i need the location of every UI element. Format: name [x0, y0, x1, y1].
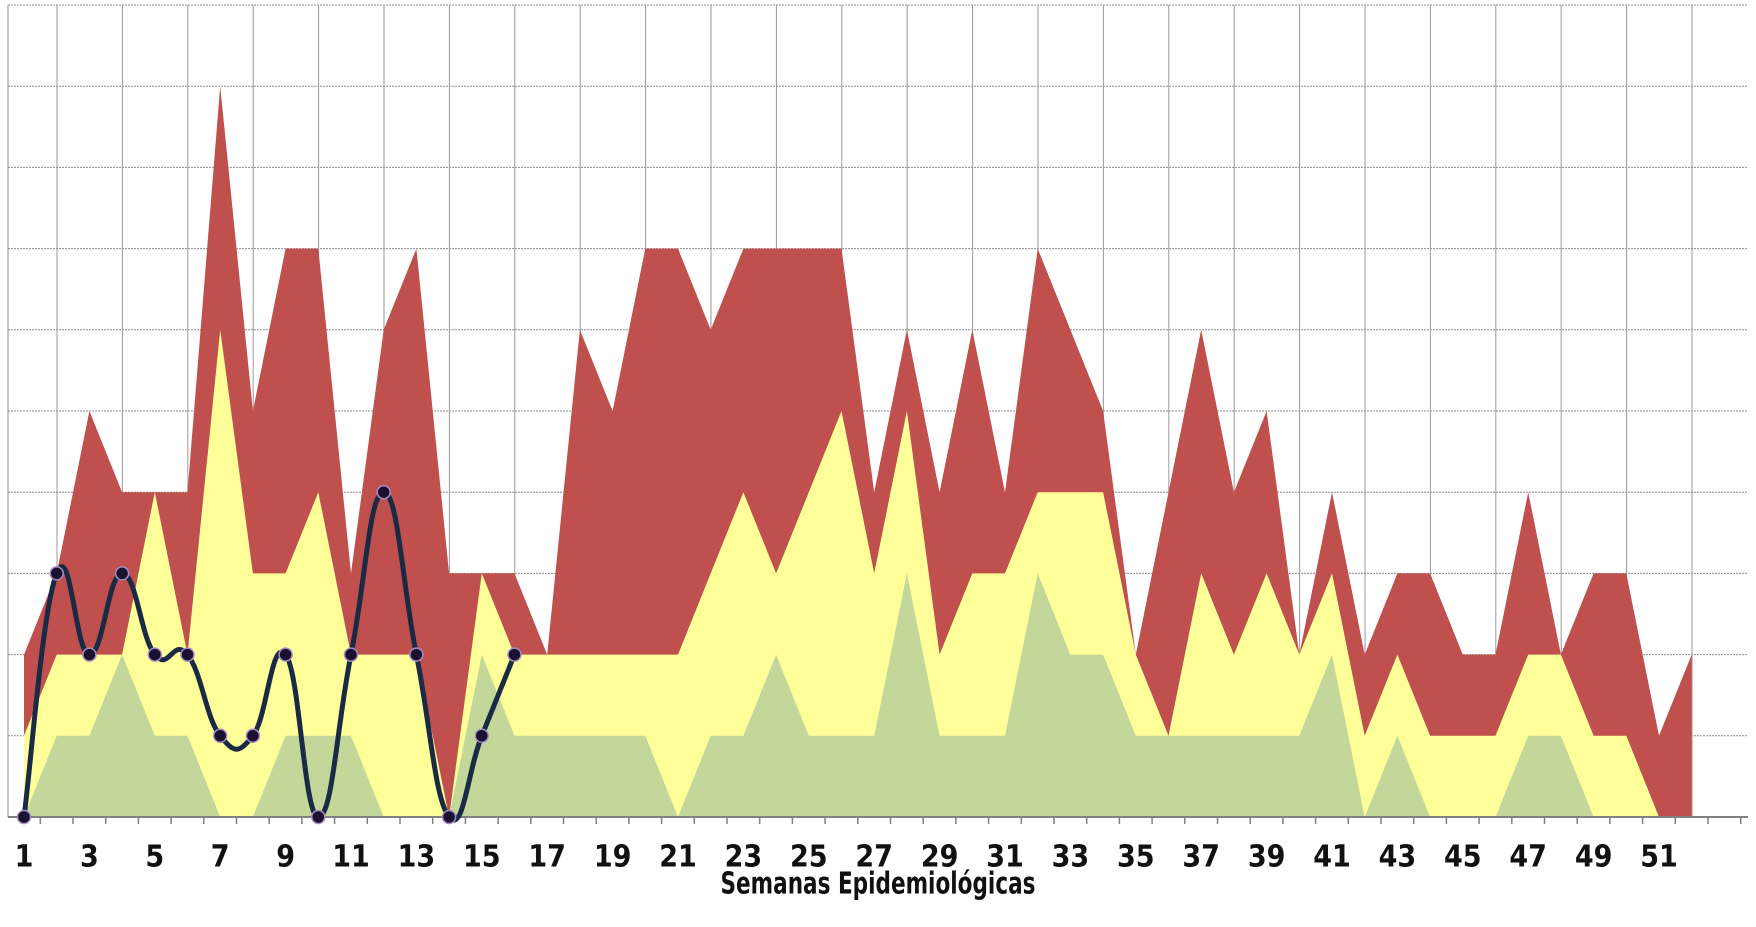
line-point-week-2	[49, 566, 64, 581]
x-tick-label: 49	[1575, 840, 1613, 875]
area-series-3	[24, 573, 1692, 817]
x-tick-label: 17	[528, 840, 566, 875]
x-tick-label: 31	[986, 840, 1024, 875]
x-tick-label: 1	[15, 840, 34, 875]
line-point-week-14	[441, 809, 457, 825]
line-point-week-12	[376, 484, 391, 500]
line-point-week-4	[114, 566, 130, 581]
x-tick-label: 9	[276, 840, 295, 875]
x-tick-label: 33	[1052, 840, 1090, 875]
line-point-week-8	[245, 728, 261, 744]
line-point-week-3	[82, 647, 97, 662]
x-tick-label: 37	[1182, 840, 1220, 875]
line-point-week-10	[311, 809, 326, 825]
x-tick-label: 45	[1444, 840, 1482, 875]
line-point-week-9	[278, 647, 293, 662]
x-tick-label: 3	[80, 840, 99, 875]
line-point-week-15	[474, 728, 490, 744]
x-tick-labels: 1 3 5 7 9 11 13 15 17 19 21 23 25 27 29 31 33 35 37 39 41 43 4…	[15, 840, 1678, 875]
x-tick-label: 39	[1248, 840, 1286, 875]
line-point-week-16	[507, 647, 522, 662]
line-point-week-5	[147, 647, 163, 662]
x-axis	[8, 816, 1748, 824]
x-tick-label: 11	[332, 840, 370, 875]
x-tick-label: 13	[398, 840, 436, 875]
area-series-group	[24, 86, 1692, 817]
x-tick-label: 47	[1509, 840, 1547, 875]
x-tick-label: 41	[1313, 840, 1351, 875]
line-point-week-1	[16, 809, 32, 825]
x-axis-title: Semanas Epidemiológicas	[721, 867, 1036, 902]
x-tick-label: 51	[1640, 840, 1678, 875]
line-point-week-6	[180, 647, 195, 662]
area-series-2	[24, 329, 1692, 817]
x-tick-label: 25	[790, 840, 828, 875]
line-series-group	[16, 484, 522, 825]
line-point-week-13	[409, 647, 424, 662]
x-tick-label: 19	[594, 840, 632, 875]
x-tick-label: 5	[145, 840, 164, 875]
x-tick-label: 21	[659, 840, 697, 875]
x-tick-label: 29	[921, 840, 959, 875]
x-tick-label: 35	[1117, 840, 1155, 875]
line-point-week-7	[212, 728, 228, 744]
line-point-week-11	[343, 647, 359, 662]
x-tick-label: 43	[1379, 840, 1417, 875]
x-tick-label: 23	[725, 840, 763, 875]
x-tick-label: 7	[211, 840, 230, 875]
x-tick-label: 15	[463, 840, 501, 875]
x-tick-label: 27	[855, 840, 893, 875]
